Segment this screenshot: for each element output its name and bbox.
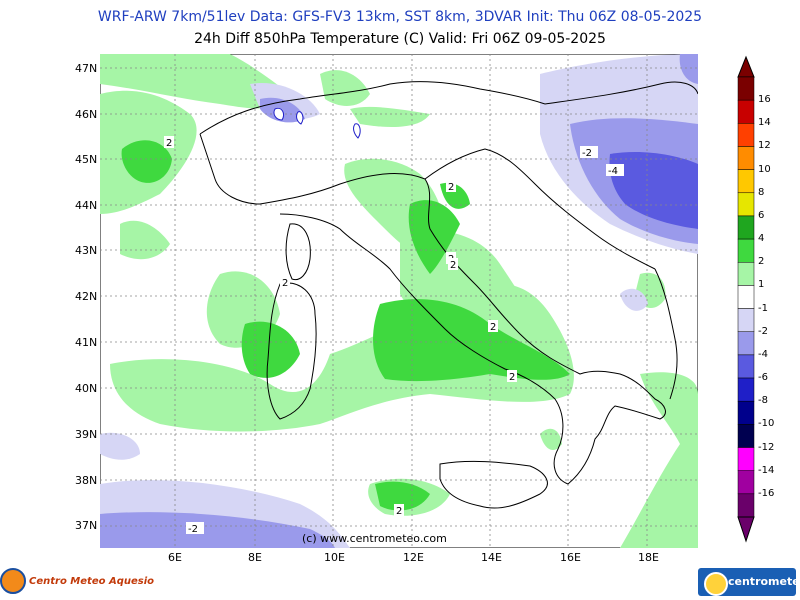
colorbar-swatch xyxy=(737,470,755,495)
title-model-info: WRF-ARW 7km/51lev Data: GFS-FV3 13km, SS… xyxy=(97,9,703,25)
colorbar-tick-label: 2 xyxy=(758,256,765,268)
colorbar-swatch xyxy=(737,169,755,194)
colorbar-tick-label: -4 xyxy=(758,348,768,360)
centrometeo-logo-icon xyxy=(704,572,728,596)
lon-label: 8E xyxy=(248,551,262,564)
lat-label: 37N xyxy=(75,519,98,532)
lat-label: 39N xyxy=(75,428,98,441)
colorbar-top-arrow xyxy=(737,55,755,78)
brand-right[interactable]: centrometeo xyxy=(698,568,800,596)
contour-label: 2 xyxy=(448,182,454,193)
lon-label: 6E xyxy=(168,551,182,564)
colorbar-swatch xyxy=(737,493,755,518)
lon-label: 12E xyxy=(403,551,424,564)
contour-label: 2 xyxy=(490,322,496,333)
lat-label: 41N xyxy=(75,336,98,349)
colorbar-swatch xyxy=(737,99,755,124)
brand-right-text: centrometeo xyxy=(728,575,800,588)
contour-label: -2 xyxy=(188,524,198,535)
lon-label: 16E xyxy=(560,551,581,564)
colorbar-tick-label: -2 xyxy=(758,325,768,337)
colorbar-tick-label: 1 xyxy=(758,279,765,291)
map-panel: 2 2 2 2 2 2 2 2 -2 -4 -2 xyxy=(100,54,698,548)
centro-meteo-aquesio-logo-icon xyxy=(0,568,26,594)
contour-label: 2 xyxy=(282,278,288,289)
coastlines-borders xyxy=(199,81,698,509)
lakes xyxy=(273,107,361,139)
colorbar-swatch xyxy=(737,262,755,286)
colorbar-swatch xyxy=(737,400,755,425)
lat-label: 44N xyxy=(75,199,98,212)
lon-label: 14E xyxy=(481,551,502,564)
colorbar-swatch xyxy=(737,354,755,379)
colorbar-swatch xyxy=(737,123,755,147)
negative-anomaly-dark xyxy=(609,152,698,229)
colorbar-tick-label: -16 xyxy=(758,487,775,499)
colorbar-tick-label: -6 xyxy=(758,372,768,384)
colorbar-swatch xyxy=(737,424,755,448)
contour-label-group: 2 2 2 2 2 2 2 2 -2 -4 -2 xyxy=(164,136,624,535)
lat-label: 47N xyxy=(75,62,98,75)
colorbar-tick-label: -12 xyxy=(758,441,775,453)
colorbar-tick-label: -14 xyxy=(758,464,775,476)
colorbar-tick-label: 16 xyxy=(758,94,771,106)
colorbar-bottom-arrow xyxy=(737,516,755,543)
positive-anomaly-mid xyxy=(121,140,570,511)
colorbar-tick-label: -8 xyxy=(758,395,768,407)
colorbar-swatch xyxy=(737,146,755,170)
copyright-text: (c) www.centrometeo.com xyxy=(302,532,447,545)
lon-label: 18E xyxy=(638,551,659,564)
colorbar-swatch xyxy=(737,76,755,101)
colorbar-swatch xyxy=(737,215,755,240)
contour-label: 2 xyxy=(450,260,456,271)
colorbar-tick-label: -1 xyxy=(758,302,768,314)
lat-label: 42N xyxy=(75,290,98,303)
lat-label: 46N xyxy=(75,108,98,121)
colorbar xyxy=(737,55,755,543)
contour-label: 2 xyxy=(396,506,402,517)
colorbar-swatch xyxy=(737,238,755,263)
colorbar-tick-label: 8 xyxy=(758,186,765,198)
title-field-valid: 24h Diff 850hPa Temperature (C) Valid: F… xyxy=(194,31,606,47)
brand-left-text: Centro Meteo Aquesio xyxy=(29,576,154,587)
contour-label: -4 xyxy=(608,166,618,177)
colorbar-swatch xyxy=(737,447,755,471)
colorbar-swatch xyxy=(737,331,755,356)
colorbar-swatch xyxy=(737,308,755,332)
colorbar-tick-label: 10 xyxy=(758,163,771,175)
lat-label: 43N xyxy=(75,244,98,257)
contour-label: 2 xyxy=(509,372,515,383)
colorbar-swatch xyxy=(737,192,755,217)
colorbar-swatch xyxy=(737,285,755,309)
brand-left: Centro Meteo Aquesio xyxy=(0,568,154,594)
colorbar-tick-label: 6 xyxy=(758,209,765,221)
colorbar-swatch xyxy=(737,377,755,402)
contour-label: 2 xyxy=(166,138,172,149)
lat-label: 38N xyxy=(75,474,98,487)
colorbar-tick-label: 12 xyxy=(758,140,771,152)
lat-label: 45N xyxy=(75,153,98,166)
contour-label: -2 xyxy=(582,148,592,159)
lat-label: 40N xyxy=(75,382,98,395)
colorbar-tick-label: 14 xyxy=(758,117,771,129)
colorbar-tick-label: -10 xyxy=(758,418,775,430)
lon-label: 10E xyxy=(324,551,345,564)
colorbar-tick-label: 4 xyxy=(758,233,765,245)
